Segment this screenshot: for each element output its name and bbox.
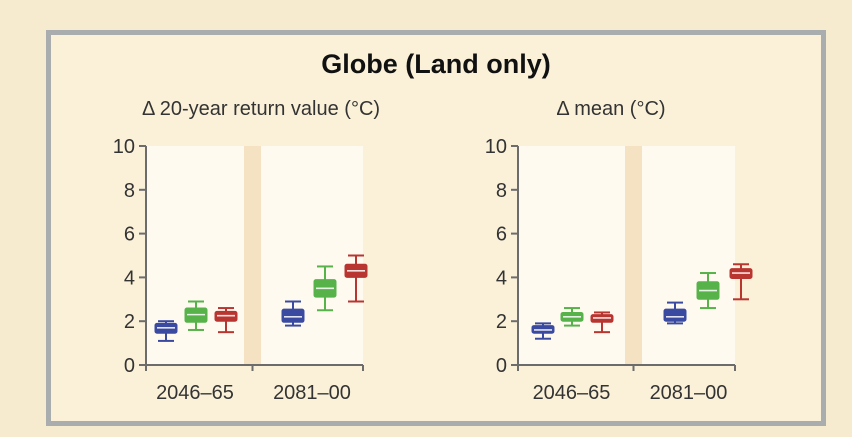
- panel-title: Δ 20-year return value (°C): [142, 98, 380, 120]
- y-tick-label: 4: [124, 267, 135, 289]
- box-body: [663, 308, 687, 322]
- y-tick-label: 0: [124, 355, 135, 377]
- box-body: [281, 308, 305, 323]
- box-1-2046–65: [531, 322, 555, 340]
- box-2-2081–00: [313, 265, 337, 312]
- x-category-label: 2081–00: [650, 382, 728, 404]
- x-category-label: 2046–65: [533, 382, 611, 404]
- period-separator: [625, 146, 642, 365]
- panel-title: Δ mean (°C): [556, 98, 665, 120]
- y-tick-label: 6: [124, 224, 135, 246]
- x-category-label: 2081–00: [273, 382, 351, 404]
- box-2-2046–65: [560, 307, 584, 327]
- y-tick-label: 10: [113, 136, 135, 158]
- y-tick-label: 8: [496, 180, 507, 202]
- figure-frame: Globe (Land only) Δ 20-year return value…: [46, 30, 826, 426]
- box-1-2081–00: [281, 300, 305, 327]
- y-tick-label: 10: [485, 136, 507, 158]
- y-tick-label: 2: [124, 311, 135, 333]
- box-3-2081–00: [344, 254, 368, 303]
- figure-title: Globe (Land only): [321, 49, 551, 79]
- y-tick-label: 4: [496, 267, 507, 289]
- box-3-2081–00: [729, 263, 753, 301]
- y-tick-label: 0: [496, 355, 507, 377]
- panel-return-value: Δ 20-year return value (°C) 0 2 4 6 8 10 2046–6…: [113, 98, 753, 404]
- y-tick-label: 8: [124, 180, 135, 202]
- box-3-2046–65: [590, 311, 614, 334]
- chart-panel-1: Δ 20-year return value (°C) 0 2 4 6 8 10 2046–6…: [113, 98, 380, 404]
- box-1-2046–65: [154, 320, 178, 342]
- box-3-2046–65: [214, 307, 238, 334]
- y-tick-label: 6: [496, 224, 507, 246]
- box-1-2081–00: [663, 301, 687, 325]
- chart-panel-2: Δ mean (°C) 0 2 4 6 8 10 2046–65 2081–00: [485, 98, 753, 404]
- period-separator: [244, 146, 261, 365]
- box-2-2081–00: [696, 272, 720, 310]
- box-2-2046–65: [184, 300, 208, 331]
- x-category-label: 2046–65: [156, 382, 234, 404]
- y-tick-label: 2: [496, 311, 507, 333]
